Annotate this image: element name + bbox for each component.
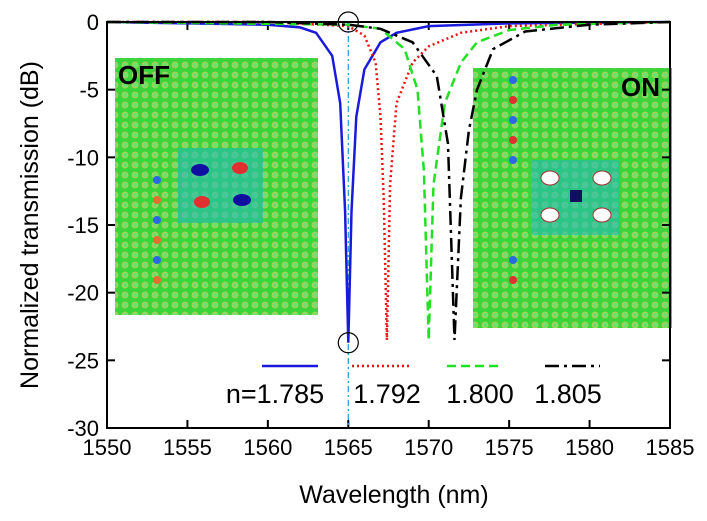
x-tick-label: 1555 [163,435,212,460]
legend-label: n=1.785 [226,379,324,409]
marker-circle [337,332,359,354]
y-tick-label: -10 [67,145,99,170]
y-tick-label: -5 [79,78,99,103]
y-axis-label: Normalized transmission (dB) [16,61,44,389]
x-tick-label: 1570 [404,435,453,460]
x-tick-label: 1550 [83,435,132,460]
line [107,20,671,341]
inset-label: OFF [118,60,170,90]
x-tick-label: 1565 [324,435,373,460]
inset-label: ON [621,72,660,102]
legend-label: 1.800 [446,379,514,409]
y-tick-label: -25 [67,348,99,373]
x-axis-label: Wavelength (nm) [299,481,488,509]
x-tick-label: 1585 [646,435,695,460]
x-tick-label: 1580 [565,435,614,460]
x-tick-label: 1575 [485,435,534,460]
plot-frame [106,21,671,429]
line [106,20,671,341]
x-tick-label: 1560 [243,435,292,460]
y-tick-label: -15 [67,213,99,238]
line [106,20,671,343]
y-tick-label: -30 [67,416,99,441]
y-tick-label: 0 [87,10,99,35]
inset-on: ON [473,68,672,328]
legend-label: 1.792 [353,379,421,409]
inset-off: OFF [115,58,318,315]
legend-label: 1.805 [534,379,602,409]
y-tick-label: -20 [67,281,99,306]
